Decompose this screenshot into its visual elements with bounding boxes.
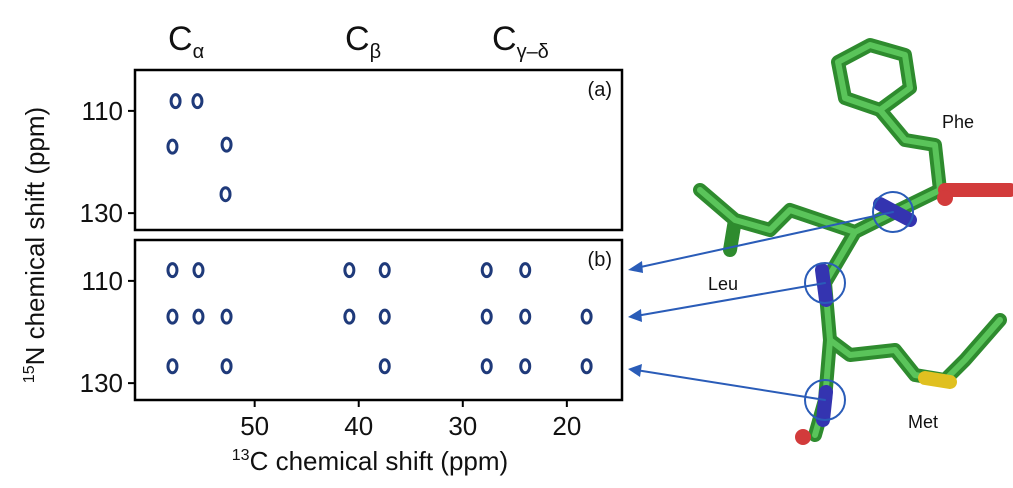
- header-sub: γ–δ: [517, 41, 549, 63]
- molecule: [628, 45, 1010, 445]
- peak: [194, 310, 203, 323]
- peak: [194, 264, 203, 277]
- x-axis-label: 13C chemical shift (ppm): [232, 446, 508, 476]
- y-tick-label: 110: [82, 96, 123, 126]
- peak: [222, 138, 231, 151]
- y-tick-label: 130: [80, 198, 123, 228]
- y-tick-label: 110: [82, 266, 123, 296]
- panel-label: (a): [588, 79, 612, 101]
- peak: [521, 360, 530, 373]
- header-base: C: [168, 20, 193, 58]
- y-axis-label: 15N chemical shift (ppm): [20, 107, 50, 383]
- peak: [482, 264, 491, 277]
- x-label-text: C chemical shift (ppm): [250, 446, 509, 476]
- peak: [521, 310, 530, 323]
- x-tick-label: 20: [552, 411, 581, 441]
- peak: [222, 360, 231, 373]
- peak: [380, 264, 389, 277]
- y-tick-label: 130: [80, 368, 123, 398]
- header-sub: β: [370, 41, 382, 63]
- residue-label: Phe: [942, 112, 974, 132]
- x-tick-label: 50: [240, 411, 269, 441]
- peak: [168, 264, 177, 277]
- residue-label: Leu: [708, 274, 738, 294]
- plot-frame: [135, 240, 622, 400]
- x-tick-label: 40: [344, 411, 373, 441]
- peak: [582, 310, 591, 323]
- residue-label: Met: [908, 412, 938, 432]
- header-base: C: [492, 20, 517, 58]
- panel-label: (b): [588, 249, 612, 271]
- header-sub: α: [193, 41, 205, 63]
- peak: [345, 310, 354, 323]
- peak: [168, 140, 177, 153]
- peak: [482, 360, 491, 373]
- header: Cγ–δ: [492, 20, 549, 63]
- peak: [482, 310, 491, 323]
- peak: [582, 360, 591, 373]
- peak: [345, 264, 354, 277]
- peak: [521, 264, 530, 277]
- x-tick-label: 30: [448, 411, 477, 441]
- peak: [380, 360, 389, 373]
- peak: [168, 360, 177, 373]
- header: Cα: [168, 20, 204, 63]
- header-base: C: [345, 20, 370, 58]
- figure: Cα Cβ Cγ–δ 13C chemical shift (ppm) 15N …: [0, 0, 1013, 483]
- x-label-sup: 13: [232, 447, 250, 464]
- peak: [380, 310, 389, 323]
- peak: [193, 95, 202, 108]
- header: Cβ: [345, 20, 381, 63]
- peak: [222, 310, 231, 323]
- y-label-text: N chemical shift (ppm): [20, 107, 50, 366]
- peak: [168, 310, 177, 323]
- peak: [171, 95, 180, 108]
- y-label-sup: 15: [21, 365, 38, 383]
- peak: [221, 188, 230, 201]
- plot-frame: [135, 70, 622, 230]
